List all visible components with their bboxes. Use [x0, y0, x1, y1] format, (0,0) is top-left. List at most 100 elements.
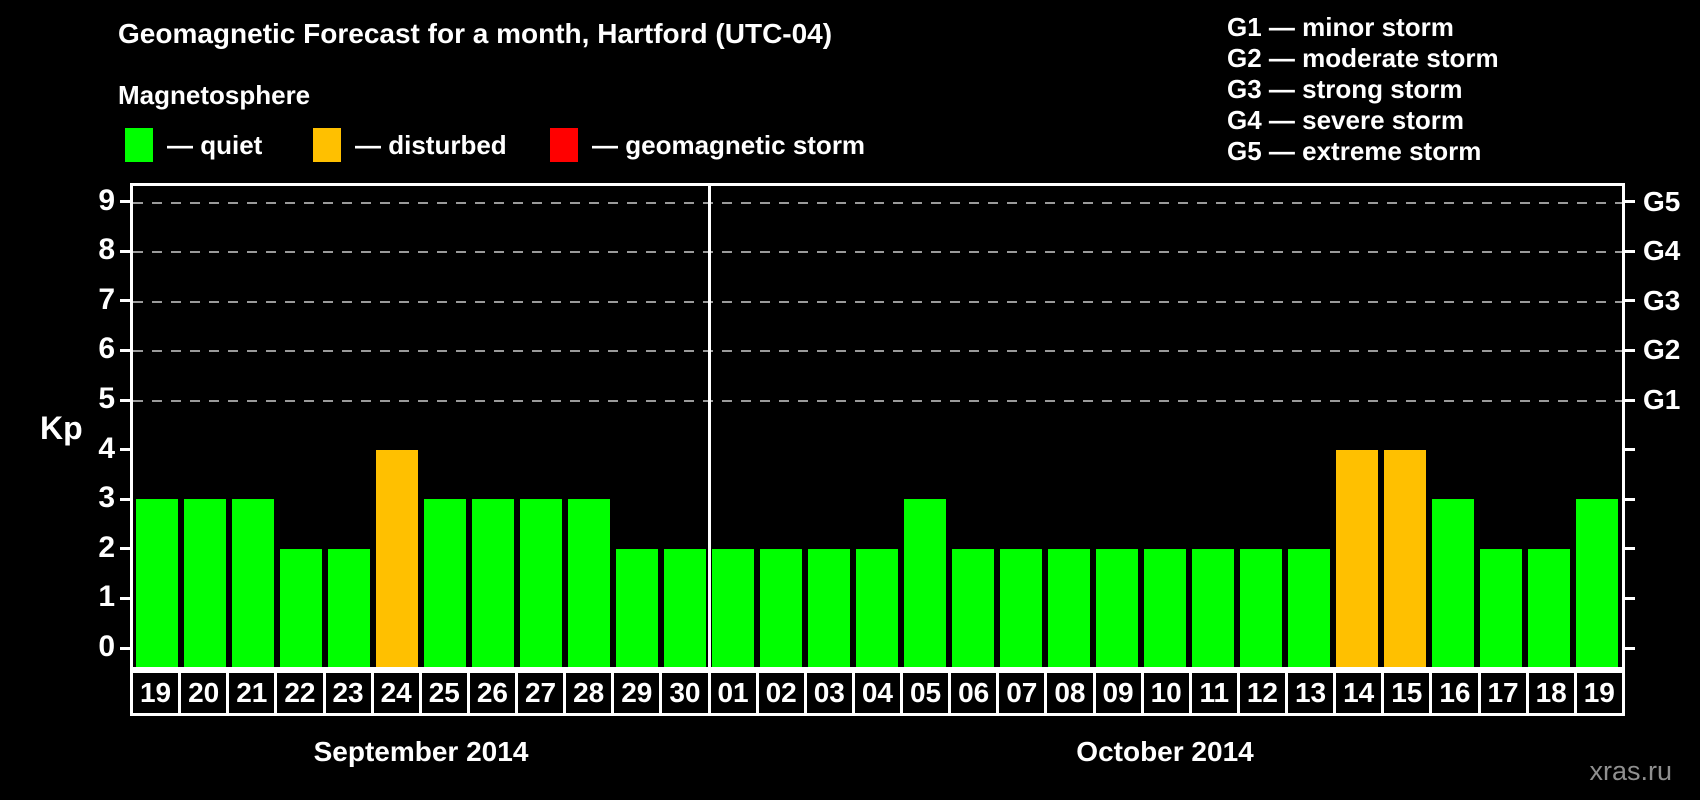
left-tick-kp3 — [120, 497, 132, 501]
g-axis-label-g1: G1 — [1643, 384, 1681, 415]
day-cell-23: 23 — [326, 673, 374, 713]
bar-october-19 — [1576, 499, 1618, 667]
left-tick-kp6 — [120, 348, 132, 352]
day-cell-21: 21 — [229, 673, 278, 713]
bar-october-12 — [1240, 548, 1282, 667]
day-cell-29: 29 — [614, 673, 663, 713]
y-axis-label: Kp — [40, 410, 83, 446]
g-legend-line-g1: G1 — minor storm — [1227, 12, 1454, 42]
bar-october-08 — [1048, 548, 1090, 667]
day-cell-30: 30 — [662, 673, 711, 713]
y-tick-label-2: 2 — [98, 530, 115, 564]
y-tick-label-5: 5 — [98, 382, 115, 415]
bar-october-06 — [952, 548, 994, 667]
month-label-october: October 2014 — [1076, 736, 1254, 767]
chart-title: Geomagnetic Forecast for a month, Hartfo… — [118, 18, 833, 49]
y-tick-label-9: 9 — [98, 183, 115, 217]
g-legend-line-g2: G2 — moderate storm — [1227, 43, 1499, 73]
month-label-september: September 2014 — [313, 736, 529, 767]
left-tick-kp7 — [120, 299, 132, 303]
right-tick-kp4 — [1623, 448, 1635, 452]
g-legend-line-g5: G5 — extreme storm — [1227, 136, 1482, 166]
left-tick-kp0 — [120, 646, 132, 650]
storm-color-swatch — [550, 128, 578, 162]
bar-october-17 — [1480, 548, 1522, 667]
day-cell-19: 19 — [1583, 677, 1615, 708]
bar-september-30 — [664, 548, 706, 667]
bar-september-29 — [616, 548, 658, 667]
day-cell-06: 06 — [951, 673, 1000, 713]
g-axis-label-g2: G2 — [1643, 334, 1681, 366]
bar-october-16 — [1432, 499, 1474, 667]
y-tick-label-4: 4 — [98, 431, 115, 465]
right-tick-kp3 — [1623, 497, 1635, 501]
bar-october-09 — [1096, 548, 1138, 667]
y-tick-label-3: 3 — [98, 481, 115, 515]
day-cell-28: 28 — [566, 673, 615, 713]
day-cell-13: 13 — [1288, 673, 1337, 713]
bar-october-15 — [1384, 449, 1426, 667]
day-cell-12: 12 — [1240, 673, 1288, 713]
right-tick-kp5 — [1623, 398, 1635, 402]
bar-october-14 — [1336, 449, 1378, 667]
y-tick-label-8: 8 — [98, 233, 115, 267]
day-cell-10: 10 — [1144, 673, 1192, 713]
legend-item-storm: — geomagnetic storm — [550, 127, 865, 163]
g-legend-line-g4: G4 — severe storm — [1227, 105, 1465, 135]
left-tick-kp8 — [120, 249, 132, 253]
right-tick-kp0 — [1623, 646, 1635, 650]
right-tick-kp2 — [1623, 547, 1635, 551]
gridline-kp5 — [133, 400, 1622, 402]
day-cell-26: 26 — [470, 673, 518, 713]
left-tick-kp1 — [120, 596, 132, 600]
gridline-kp6 — [133, 350, 1622, 353]
month-separator — [707, 186, 711, 667]
day-cell-07: 07 — [999, 673, 1048, 713]
right-tick-kp8 — [1623, 249, 1635, 253]
day-cell-15: 15 — [1384, 673, 1433, 713]
bar-september-21 — [232, 499, 274, 667]
y-tick-label-0: 0 — [98, 630, 115, 663]
bar-october-05 — [904, 499, 946, 667]
y-tick-label-1: 1 — [98, 580, 115, 614]
bar-september-19 — [136, 499, 178, 667]
left-tick-kp5 — [120, 398, 132, 402]
bar-october-04 — [856, 548, 898, 667]
gridline-kp8 — [133, 251, 1622, 254]
legend-item-quiet: — quiet — [125, 127, 262, 163]
quiet-color-swatch — [125, 128, 153, 162]
day-cell-09: 09 — [1096, 673, 1144, 713]
disturbed-color-swatch — [313, 128, 341, 162]
legend-label-quiet: — quiet — [167, 129, 263, 160]
day-cell-22: 22 — [277, 673, 326, 713]
day-cell-02: 02 — [759, 673, 807, 713]
plot-inner — [133, 186, 1622, 667]
bar-september-27 — [520, 499, 562, 667]
day-cell-01: 01 — [711, 673, 759, 713]
bar-october-01 — [712, 548, 754, 667]
bar-october-13 — [1288, 548, 1330, 667]
right-tick-kp1 — [1623, 596, 1635, 600]
plot-area — [130, 183, 1625, 670]
bar-september-22 — [280, 548, 322, 667]
bar-october-11 — [1192, 548, 1234, 667]
g-axis-label-g3: G3 — [1643, 284, 1681, 316]
day-axis: 19 20 21 22 23 24 25 26 27 28 29 30 01 02 03 04 05 06 07 08… — [130, 670, 1625, 716]
g-axis-label-g5: G5 — [1643, 185, 1681, 217]
day-cell-14: 14 — [1336, 673, 1385, 713]
bar-september-28 — [568, 499, 610, 667]
right-tick-kp7 — [1623, 299, 1635, 303]
day-cell-11: 11 — [1192, 673, 1240, 713]
bar-october-07 — [1000, 548, 1042, 667]
y-tick-label-7: 7 — [98, 282, 115, 316]
magnetosphere-label: Magnetosphere — [118, 80, 311, 110]
bar-september-25 — [424, 499, 466, 667]
legend-label-disturbed: — disturbed — [355, 129, 507, 160]
day-cell-25: 25 — [422, 673, 470, 713]
day-cell-20: 20 — [181, 673, 230, 713]
left-tick-kp2 — [120, 547, 132, 551]
bar-october-10 — [1144, 548, 1186, 667]
day-cell-19: 19 — [133, 673, 182, 713]
day-cell-03: 03 — [807, 673, 855, 713]
